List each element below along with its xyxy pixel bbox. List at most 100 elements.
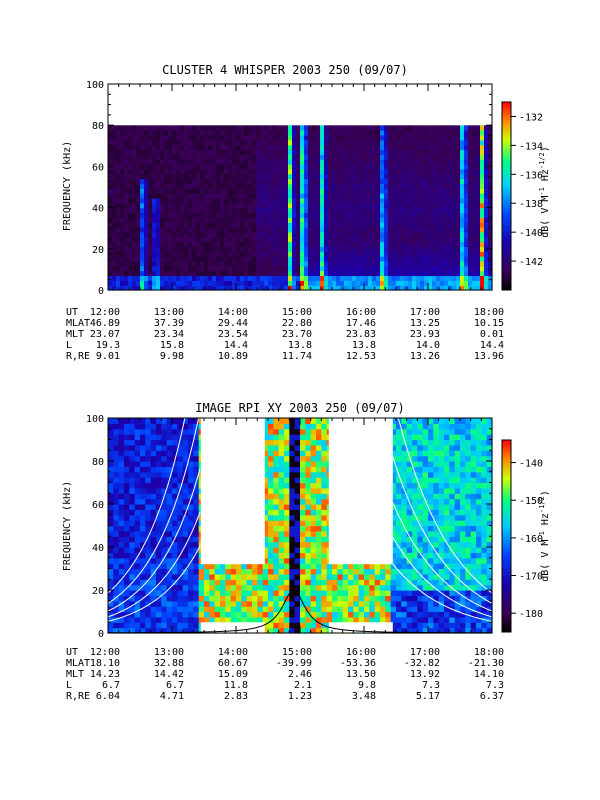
heatmap-cell	[344, 246, 349, 252]
heatmap-cell	[352, 173, 357, 180]
heatmap-cell	[424, 280, 429, 286]
heatmap-cell	[284, 466, 290, 473]
heatmap-cell	[256, 154, 261, 160]
heatmap-cell	[348, 236, 353, 243]
heatmap-cell	[220, 154, 225, 160]
heatmap-cell	[241, 568, 248, 575]
heatmap-cell	[294, 557, 301, 564]
heatmap-cell	[488, 241, 493, 247]
heatmap-cell	[364, 202, 369, 209]
heatmap-cell	[176, 139, 181, 146]
heatmap-cell	[360, 197, 365, 204]
heatmap-cell	[124, 260, 129, 267]
heatmap-cell	[388, 207, 393, 214]
heatmap-cell	[308, 260, 313, 267]
heatmap-cell	[468, 130, 473, 136]
heatmap-cell	[376, 280, 381, 286]
heatmap-cell	[368, 207, 373, 214]
heatmap-cell	[228, 130, 233, 136]
heatmap-cell	[156, 568, 162, 575]
heatmap-cell	[472, 144, 477, 151]
heatmap-cell	[268, 428, 274, 435]
heatmap-cell	[484, 173, 489, 180]
heatmap-cell	[340, 183, 345, 189]
heatmap-cell	[144, 275, 149, 281]
heatmap-cell	[184, 280, 189, 286]
heatmap-cell	[140, 130, 145, 136]
heatmap-cell	[289, 568, 296, 575]
heatmap-cell	[176, 154, 181, 160]
heatmap-cell	[241, 579, 248, 586]
heatmap-cell	[364, 241, 369, 247]
heatmap-cell	[440, 197, 445, 204]
heatmap-cell	[448, 231, 453, 238]
heatmap-cell	[145, 509, 152, 516]
heatmap-cell	[316, 173, 321, 180]
heatmap-cell	[188, 188, 193, 194]
heatmap-cell	[252, 573, 258, 580]
heatmap-cell	[400, 226, 405, 233]
heatmap-cell	[300, 418, 306, 424]
heatmap-cell	[118, 563, 125, 570]
heatmap-cell	[232, 222, 237, 228]
heatmap-cell	[113, 530, 120, 537]
heatmap-cell	[252, 280, 257, 286]
heatmap-cell	[284, 241, 289, 247]
heatmap-cell	[332, 236, 337, 243]
heatmap-cell	[300, 183, 305, 189]
heatmap-cell	[252, 163, 257, 170]
heatmap-cell	[488, 226, 493, 233]
heatmap-cell	[161, 568, 168, 575]
heatmap-cell	[176, 202, 181, 209]
heatmap-cell	[268, 504, 274, 510]
heatmap-cell	[328, 260, 333, 267]
heatmap-cell	[400, 222, 405, 228]
heatmap-cell	[256, 202, 261, 209]
heatmap-cell	[456, 251, 461, 257]
heatmap-cell	[156, 183, 161, 189]
heatmap-cell	[208, 163, 213, 170]
heatmap-cell	[177, 439, 184, 446]
heatmap-cell	[248, 231, 253, 238]
heatmap-cell	[460, 173, 465, 180]
heatmap-cell	[294, 584, 301, 591]
heatmap-cell	[244, 178, 249, 184]
heatmap-cell	[305, 600, 312, 607]
heatmap-cell	[284, 450, 290, 457]
heatmap-cell	[268, 536, 274, 543]
heatmap-cell	[176, 163, 181, 170]
heatmap-cell	[124, 616, 130, 623]
heatmap-cell	[129, 530, 136, 537]
heatmap-cell	[400, 154, 405, 160]
heatmap-cell	[300, 520, 306, 527]
heatmap-cell	[220, 139, 225, 146]
heatmap-cell	[184, 130, 189, 136]
heatmap-cell	[177, 611, 184, 618]
heatmap-cell	[188, 231, 193, 238]
heatmap-cell	[440, 236, 445, 243]
heatmap-cell	[356, 134, 361, 141]
ephemeris-value: 14:00	[218, 307, 248, 318]
heatmap-cell	[432, 207, 437, 214]
heatmap-cell	[400, 231, 405, 238]
heatmap-cell	[134, 536, 141, 543]
heatmap-cell	[436, 222, 441, 228]
heatmap-cell	[208, 197, 213, 204]
heatmap-cell	[320, 125, 325, 131]
heatmap-cell	[150, 622, 157, 629]
heatmap-cell	[284, 134, 289, 141]
heatmap-cell	[396, 285, 401, 291]
heatmap-cell	[152, 270, 157, 277]
heatmap-cell	[172, 487, 178, 494]
heatmap-cell	[196, 139, 201, 146]
heatmap-cell	[300, 606, 306, 613]
heatmap-cell	[352, 183, 357, 189]
heatmap-cell	[472, 212, 477, 218]
heatmap-cell	[300, 149, 305, 155]
heatmap-cell	[452, 241, 457, 247]
heatmap-cell	[118, 428, 125, 435]
heatmap-cell	[150, 461, 157, 467]
heatmap-cell	[420, 256, 425, 262]
heatmap-cell	[220, 130, 225, 136]
heatmap-cell	[232, 173, 237, 180]
